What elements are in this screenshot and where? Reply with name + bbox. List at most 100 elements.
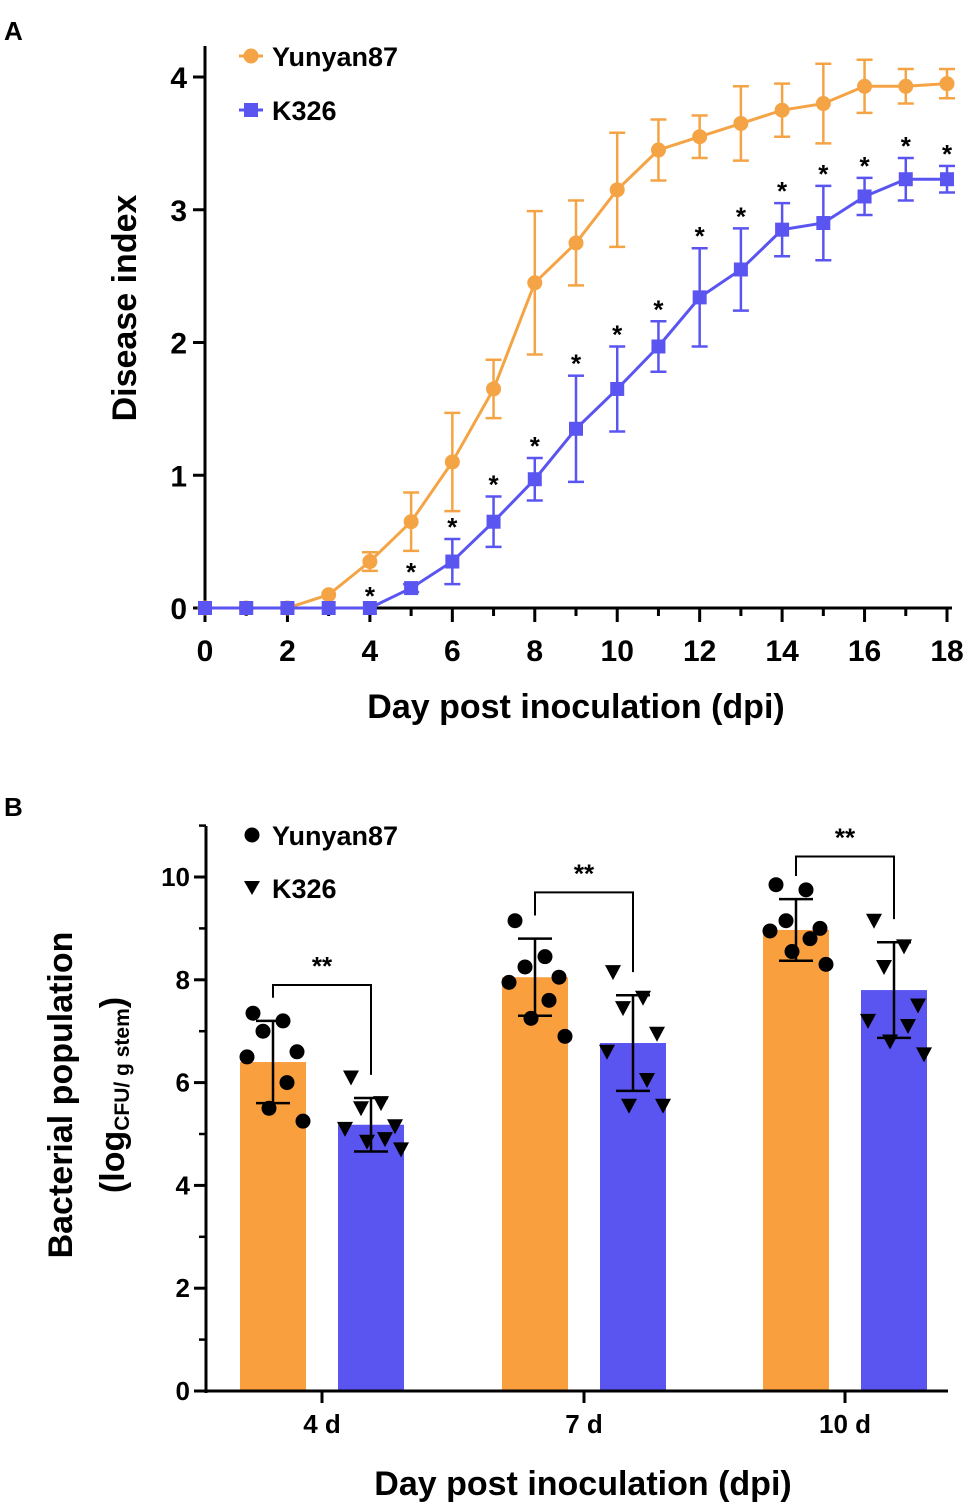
panel-a-legend: Yunyan87 K326 (239, 42, 398, 126)
x-tick-label-8: 8 (526, 635, 543, 668)
dot-yunyan87-10-d-2 (778, 913, 794, 929)
dot-yunyan87-10-d-6 (784, 944, 800, 960)
dot-yunyan87-7-d-1 (537, 949, 553, 965)
point-yunyan87-day-3 (321, 587, 337, 603)
panel-b: B 0 2 4 6 8 10 4 d 7 d 10 d ** ** ** Bacterial po… (4, 792, 948, 1503)
legend-item-yunyan87: Yunyan87 (239, 42, 398, 72)
significance-star-day-4: * (365, 581, 376, 611)
point-yunyan87-day-13 (733, 115, 749, 131)
significance-star-day-5: * (406, 557, 417, 587)
point-yunyan87-day-8 (527, 275, 543, 291)
dot-yunyan87-10-d-4 (762, 923, 778, 939)
point-yunyan87-day-11 (650, 142, 666, 158)
dot-k326-4-d-3 (387, 1119, 403, 1135)
y-tick-label-4: 4 (176, 1170, 191, 1200)
point-yunyan87-day-14 (774, 102, 790, 118)
y-tick-label-8: 8 (176, 965, 190, 995)
significance-star-day-10: * (612, 319, 623, 349)
panel-b-label: B (4, 792, 23, 822)
dot-yunyan87-7-d-6 (523, 1010, 539, 1026)
bar-k326-4-d (338, 1124, 404, 1391)
dot-yunyan87-7-d-4 (501, 974, 517, 990)
point-k326-day-9 (569, 421, 583, 436)
dot-k326-4-d-2 (353, 1101, 369, 1117)
point-yunyan87-day-17 (898, 78, 914, 94)
panel-b-y-ticks: 0 2 4 6 8 10 (161, 824, 206, 1406)
dot-yunyan87-7-d-5 (541, 992, 557, 1008)
significance-star-day-6: * (447, 512, 458, 542)
dot-k326-10-d-1 (896, 939, 912, 955)
dot-k326-4-d-5 (377, 1132, 393, 1148)
y-tick-label-1: 1 (170, 460, 187, 493)
panel-a-y-ticks: 0 1 2 3 4 (170, 62, 205, 626)
panel-b-y-axis-title-line1: Bacterial population (42, 932, 80, 1259)
dot-yunyan87-10-d-3 (812, 920, 828, 936)
point-k326-day-2 (280, 601, 295, 615)
panel-b-bars (240, 929, 927, 1391)
dot-k326-7-d-4 (599, 1044, 615, 1060)
significance-bracket-4-d (272, 983, 372, 1075)
bar-yunyan87-7-d (502, 977, 568, 1391)
dot-yunyan87-7-d-0 (507, 913, 523, 929)
dot-yunyan87-4-d-4 (239, 1049, 255, 1065)
legend-item-k326-b: K326 (244, 874, 337, 904)
point-k326-day-18 (940, 172, 954, 187)
point-k326-day-10 (610, 381, 625, 396)
bar-yunyan87-10-d (763, 929, 829, 1391)
dot-yunyan87-10-d-1 (798, 882, 814, 898)
point-yunyan87-day-5 (403, 514, 419, 530)
dot-yunyan87-7-d-7 (557, 1028, 573, 1044)
dot-k326-7-d-6 (621, 1098, 637, 1114)
line-yunyan87 (205, 82, 948, 610)
significance-star-day-9: * (571, 349, 582, 379)
dot-k326-4-d-7 (393, 1142, 409, 1158)
panel-a-label: A (4, 16, 23, 46)
point-yunyan87-day-4 (362, 554, 378, 570)
significance-star-day-13: * (736, 201, 747, 231)
panel-a-x-axis-title: Day post inoculation (dpi) (367, 688, 784, 726)
dot-k326-4-d-4 (337, 1121, 353, 1137)
dot-k326-7-d-1 (635, 990, 651, 1006)
panel-a-x-ticks: 0 2 4 6 8 10 12 14 16 18 (197, 608, 964, 668)
point-k326-day-4 (362, 601, 377, 615)
y-title-log: (log (94, 1131, 132, 1193)
dot-k326-7-d-0 (605, 965, 621, 981)
y-tick-label-0: 0 (170, 593, 187, 626)
dot-k326-10-d-7 (916, 1047, 932, 1063)
x-tick-label-7-d: 7 d (565, 1409, 603, 1439)
y-tick-label-6: 6 (176, 1068, 190, 1098)
bar-yunyan87-4-d (240, 1062, 306, 1391)
point-k326-day-12 (692, 290, 707, 305)
dot-k326-4-d-0 (343, 1070, 359, 1086)
x-tick-label-4: 4 (362, 635, 379, 668)
series-yunyan87 (197, 58, 955, 616)
significance-star-day-14: * (777, 176, 788, 206)
y-tick-label-0: 0 (176, 1376, 190, 1406)
x-tick-label-0: 0 (197, 635, 214, 668)
point-k326-day-6 (445, 554, 460, 569)
point-k326-day-13 (733, 262, 748, 277)
legend-item-k326: K326 (239, 96, 337, 126)
x-tick-label-10-d: 10 d (819, 1409, 871, 1439)
x-tick-label-2: 2 (279, 635, 296, 668)
point-k326-day-16 (857, 189, 872, 204)
point-k326-day-14 (775, 222, 790, 237)
dot-k326-7-d-5 (639, 1073, 655, 1089)
legend-marker-k326 (244, 103, 258, 117)
point-yunyan87-day-6 (444, 454, 460, 470)
significance-star-day-12: * (695, 221, 706, 251)
y-tick-label-10: 10 (161, 862, 190, 892)
dot-yunyan87-4-d-2 (255, 1023, 271, 1039)
panel-a-series (197, 58, 955, 616)
panel-b-x-axis-title: Day post inoculation (dpi) (374, 1465, 791, 1503)
dot-yunyan87-10-d-0 (768, 877, 784, 893)
significance-label-4-d: ** (312, 951, 333, 981)
significance-bracket-10-d (795, 855, 895, 920)
panel-b-x-ticks: 4 d 7 d 10 d (303, 1391, 871, 1439)
dot-yunyan87-4-d-3 (289, 1044, 305, 1060)
legend-marker-circle (244, 827, 260, 843)
point-k326-day-3 (321, 601, 336, 615)
dot-yunyan87-4-d-0 (245, 1005, 261, 1021)
